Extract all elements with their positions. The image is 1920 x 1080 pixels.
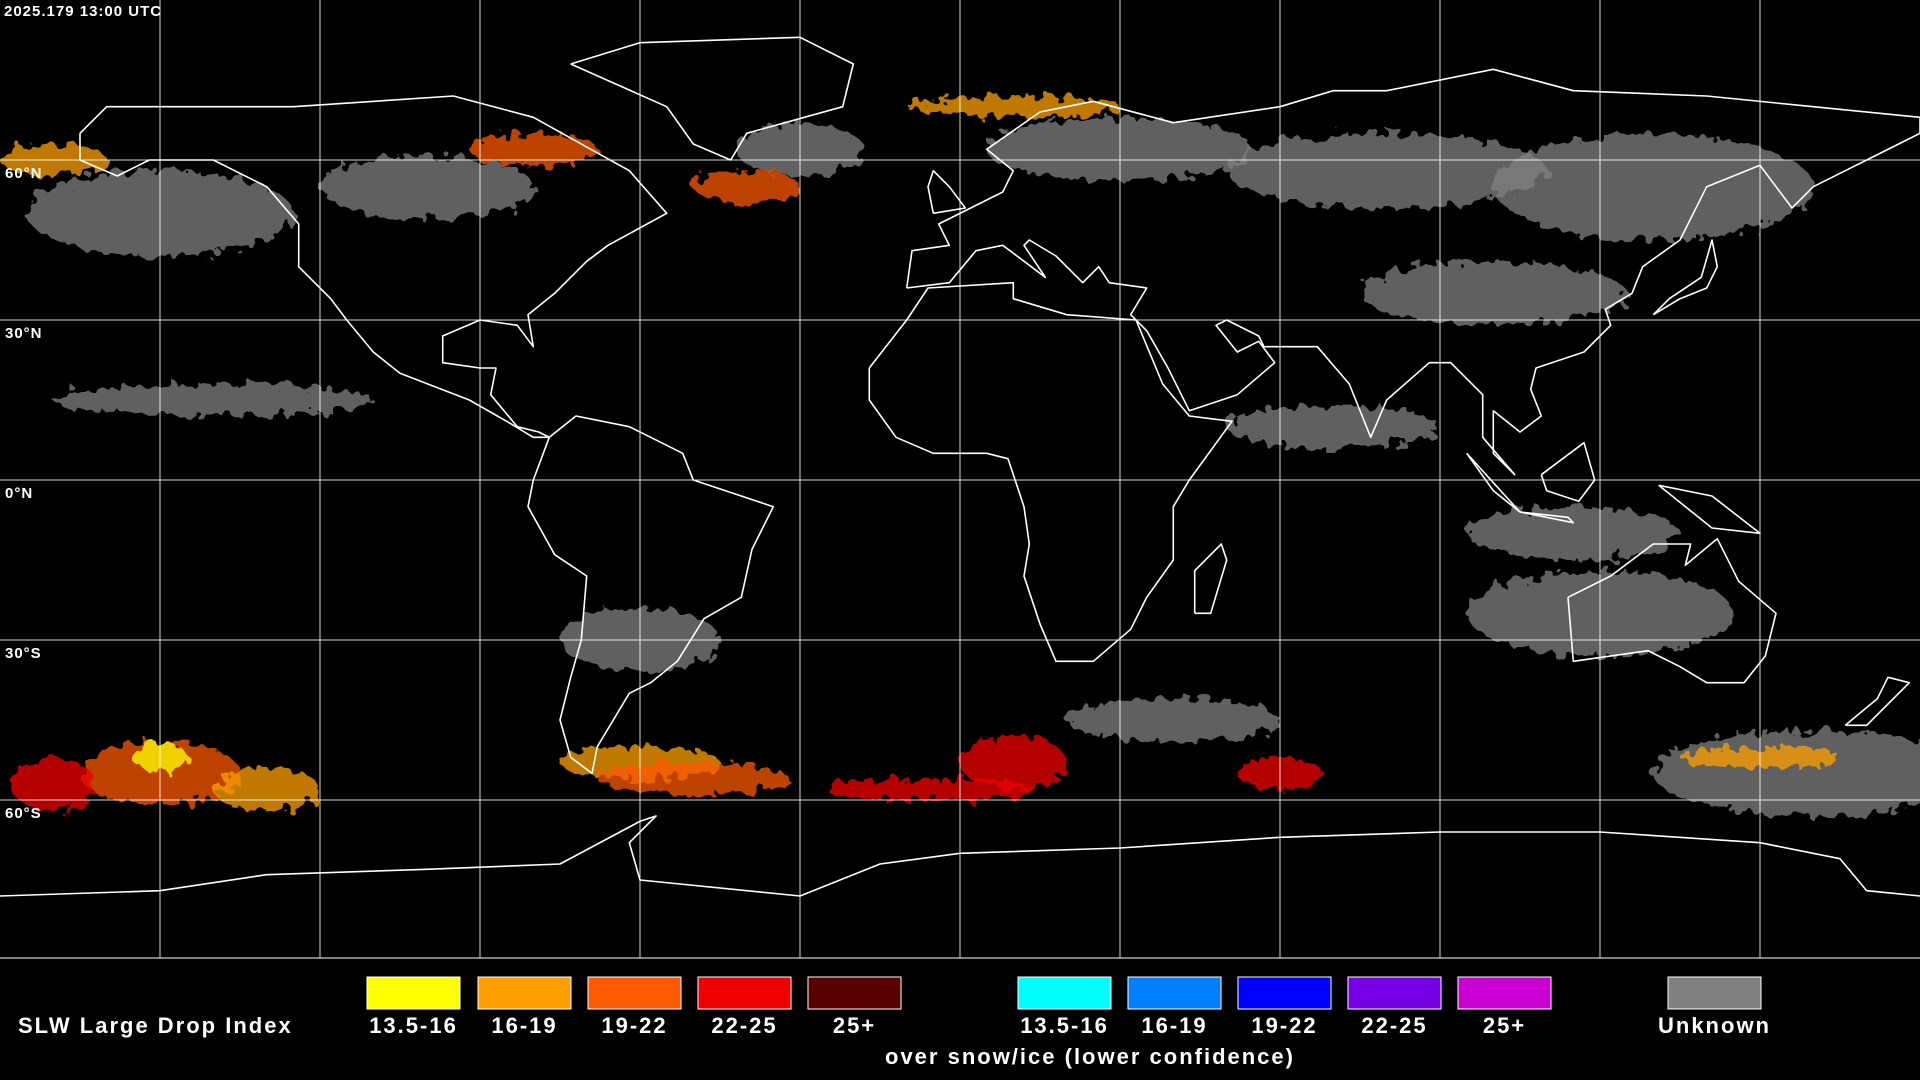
legend-swatch bbox=[697, 976, 792, 1010]
cloud-area bbox=[10, 757, 96, 811]
coastline bbox=[570, 36, 855, 161]
legend-label: 25+ bbox=[1483, 1013, 1526, 1038]
cloud-area bbox=[906, 96, 1120, 118]
cloud-area bbox=[1466, 506, 1681, 560]
cloud-area bbox=[693, 170, 801, 203]
legend-swatch bbox=[1237, 976, 1332, 1010]
legend-swatch bbox=[366, 976, 461, 1010]
legend-label: 16-19 bbox=[1141, 1013, 1207, 1038]
legend-label: 13.5-16 bbox=[369, 1013, 458, 1038]
coastline bbox=[1844, 676, 1911, 727]
legend-swatch bbox=[1127, 976, 1222, 1010]
latitude-label: 60°S bbox=[5, 805, 42, 822]
coastline bbox=[1193, 543, 1228, 615]
latitude-label: 0°N bbox=[5, 485, 33, 502]
timestamp: 2025.179 13:00 UTC bbox=[4, 3, 162, 20]
cloud-area bbox=[320, 154, 534, 219]
cloud-area bbox=[1066, 698, 1281, 742]
coastline bbox=[0, 815, 1920, 897]
legend-swatch bbox=[1667, 976, 1762, 1010]
legend-swatch bbox=[1017, 976, 1112, 1010]
coastline bbox=[1540, 441, 1596, 503]
coastline bbox=[1519, 511, 1575, 524]
latitude-label: 30°S bbox=[5, 645, 42, 662]
coastline bbox=[868, 281, 1233, 663]
cloud-area bbox=[826, 778, 1040, 800]
coastline bbox=[79, 95, 668, 439]
coastline bbox=[527, 415, 775, 775]
cloud-area bbox=[213, 768, 320, 811]
legend-swatch bbox=[477, 976, 572, 1010]
legend-label: 19-22 bbox=[1251, 1013, 1317, 1038]
legend-title: SLW Large Drop Index bbox=[18, 1013, 293, 1038]
latitude-label: 60°N bbox=[5, 165, 43, 182]
cloud-area bbox=[469, 133, 598, 166]
legend-label: 16-19 bbox=[491, 1013, 557, 1038]
cloud-area bbox=[1226, 405, 1441, 448]
cloud-area bbox=[1493, 133, 1814, 240]
latitude-label: 30°N bbox=[5, 325, 43, 342]
cloud-area bbox=[1360, 261, 1627, 326]
legend-label: 25+ bbox=[833, 1013, 876, 1038]
legend-label: 22-25 bbox=[1361, 1013, 1427, 1038]
cloud-area bbox=[53, 384, 374, 416]
legend-label: 22-25 bbox=[711, 1013, 777, 1038]
cloud-area bbox=[597, 762, 790, 795]
coastline bbox=[1652, 239, 1719, 316]
legend-swatch bbox=[1457, 976, 1552, 1010]
legend-label: Unknown bbox=[1658, 1013, 1771, 1038]
legend-swatch bbox=[1347, 976, 1442, 1010]
legend-swatch bbox=[807, 976, 902, 1010]
cloud-area bbox=[960, 736, 1067, 790]
coastline bbox=[1466, 452, 1521, 513]
snow-caption: over snow/ice (lower confidence) bbox=[885, 1044, 1295, 1069]
coastlines bbox=[0, 36, 1920, 897]
coastline bbox=[1567, 537, 1777, 684]
legend-label: 19-22 bbox=[601, 1013, 667, 1038]
cloud-area bbox=[1226, 133, 1547, 208]
legend-label: 13.5-16 bbox=[1020, 1013, 1109, 1038]
graticule bbox=[0, 0, 1920, 958]
coastline bbox=[905, 68, 1920, 476]
legend-swatch bbox=[587, 976, 682, 1010]
